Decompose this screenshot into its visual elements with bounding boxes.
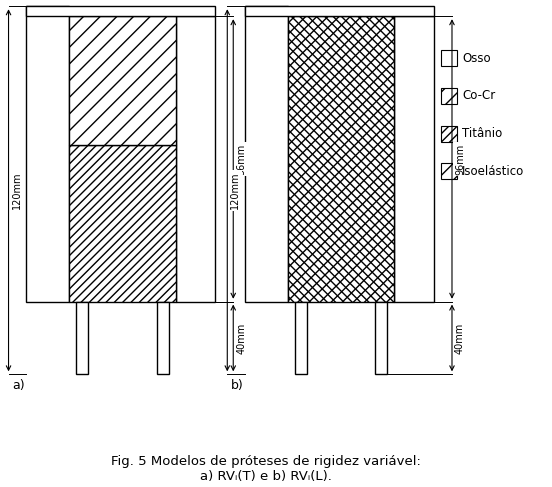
Bar: [26, 6, 69, 301]
Bar: [295, 301, 307, 374]
Bar: [157, 301, 168, 374]
Text: 96mm: 96mm: [236, 143, 246, 175]
Bar: [288, 16, 394, 301]
Text: Fig. 5 Modelos de próteses de rigidez variável:: Fig. 5 Modelos de próteses de rigidez va…: [111, 455, 421, 468]
Bar: [288, 16, 394, 301]
Bar: [26, 6, 215, 16]
Text: a): a): [12, 379, 24, 392]
Text: 40mm: 40mm: [236, 322, 246, 354]
Bar: [176, 16, 215, 301]
Bar: [441, 88, 457, 104]
Text: Isoelástico: Isoelástico: [462, 165, 524, 178]
Bar: [245, 6, 434, 16]
Text: Titânio: Titânio: [462, 127, 502, 140]
Bar: [69, 16, 176, 145]
Bar: [76, 301, 88, 374]
Bar: [245, 6, 288, 301]
Text: b): b): [230, 379, 243, 392]
Bar: [394, 16, 434, 301]
Text: Co-Cr: Co-Cr: [462, 89, 495, 102]
Text: 96mm: 96mm: [455, 143, 465, 175]
Text: 40mm: 40mm: [455, 322, 465, 354]
Bar: [375, 301, 388, 374]
Bar: [441, 126, 457, 142]
Text: 120mm: 120mm: [230, 171, 240, 209]
Text: Osso: Osso: [462, 52, 491, 65]
Bar: [69, 145, 176, 301]
Text: a) RVᵢ(T) e b) RVᵢ(L).: a) RVᵢ(T) e b) RVᵢ(L).: [200, 470, 332, 483]
Text: 120mm: 120mm: [12, 171, 22, 209]
Bar: [441, 50, 457, 66]
Bar: [441, 164, 457, 179]
